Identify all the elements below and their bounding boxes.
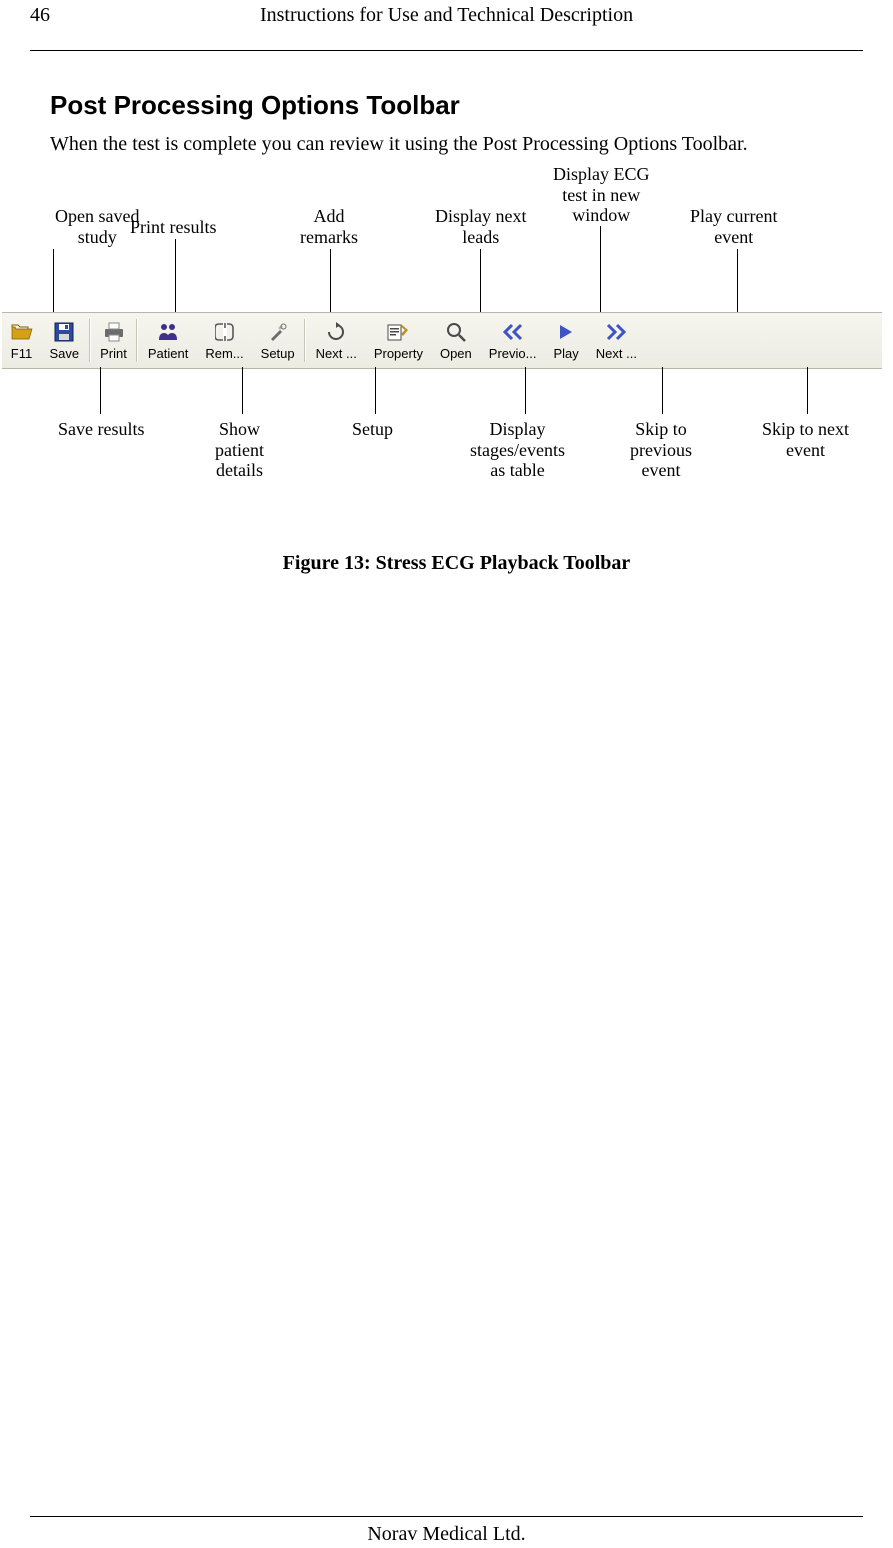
callout-line [480,249,481,312]
callout-line [737,249,738,312]
toolbar-button-label: Next ... [316,346,357,361]
callout-label: Skip topreviousevent [630,419,692,481]
callout-label: Display nextleads [435,206,527,247]
setup-icon [268,320,288,344]
callout-line [330,249,331,312]
footer-text: Norav Medical Ltd. [367,1523,525,1545]
remarks-icon [215,320,235,344]
page-number: 46 [30,4,50,27]
toolbar-button-prev[interactable]: Previo... [480,313,545,368]
toolbar-button-folder-open[interactable]: F11 [2,313,41,368]
callout-line [375,367,376,414]
callout-line [600,226,601,312]
toolbar-button-label: Setup [261,346,295,361]
prev-icon [501,320,525,344]
callout-line [662,367,663,414]
save-icon [54,320,74,344]
section-body: When the test is complete you can review… [50,131,863,158]
toolbar-button-label: Previo... [489,346,537,361]
open2-icon [446,320,466,344]
print-icon [103,320,125,344]
callout-label: Display ECGtest in newwindow [553,164,650,226]
patient-icon [157,320,179,344]
property-icon [387,320,409,344]
toolbar-button-label: Play [553,346,578,361]
toolbar-button-property[interactable]: Property [365,313,431,368]
callout-line [525,367,526,414]
play-icon [557,320,575,344]
toolbar-button-remarks[interactable]: Rem... [197,313,252,368]
toolbar-button-play[interactable]: Play [545,313,587,368]
toolbar-button-label: F11 [11,346,32,361]
toolbar-button-label: Patient [148,346,188,361]
toolbar-button-label: Print [100,346,127,361]
page-header: 46 Instructions for Use and Technical De… [30,0,863,51]
next-icon [604,320,628,344]
toolbar-button-setup[interactable]: Setup [252,313,303,368]
toolbar-button-save[interactable]: Save [41,313,88,368]
callout-label: Showpatientdetails [215,419,264,481]
toolbar-button-label: Rem... [205,346,243,361]
callout-label: Addremarks [300,206,358,247]
page-footer: Norav Medical Ltd. [30,1516,863,1548]
page-content: Post Processing Options Toolbar When the… [50,90,863,575]
callout-label: Play currentevent [690,206,777,247]
callout-label: Open savedstudy [55,206,139,247]
callout-line [175,239,176,312]
toolbar-button-label: Property [374,346,423,361]
toolbar-separator [304,319,306,362]
header-title: Instructions for Use and Technical Descr… [110,4,863,27]
toolbar-separator [89,319,91,362]
callout-line [100,367,101,414]
callout-label: Setup [352,419,393,440]
callout-label: Save results [58,419,144,440]
callout-label: Skip to nextevent [762,419,849,460]
callout-label: Displaystages/eventsas table [470,419,565,481]
figure-diagram: F11SavePrintPatientRem...SetupNext ...Pr… [50,164,870,544]
next-leads-icon [326,320,346,344]
document-page: 46 Instructions for Use and Technical De… [0,0,893,1548]
callout-line [807,367,808,414]
folder-open-icon [11,320,33,344]
toolbar-button-label: Save [50,346,80,361]
section-title: Post Processing Options Toolbar [50,90,863,121]
toolbar-button-next[interactable]: Next ... [587,313,645,368]
toolbar-button-label: Next ... [596,346,637,361]
toolbar-separator [136,319,138,362]
toolbar-button-open2[interactable]: Open [431,313,480,368]
playback-toolbar: F11 Save Print Patient Rem... Setup Next ... Pr… [2,312,882,369]
callout-line [242,367,243,414]
callout-line [53,249,54,312]
toolbar-button-label: Open [440,346,472,361]
callout-label: Print results [130,217,217,238]
toolbar-button-print[interactable]: Print [92,313,136,368]
toolbar-button-next-leads[interactable]: Next ... [307,313,365,368]
figure-caption: Figure 13: Stress ECG Playback Toolbar [50,552,863,575]
toolbar-button-patient[interactable]: Patient [139,313,196,368]
